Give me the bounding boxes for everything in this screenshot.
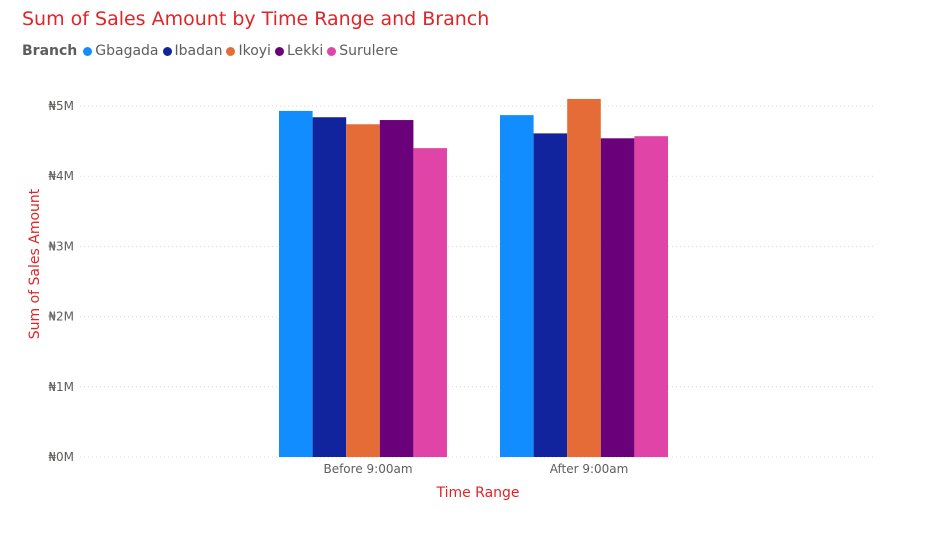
y-tick-label: ₦1M	[48, 380, 74, 394]
legend-item-lekki[interactable]: Lekki	[274, 43, 324, 59]
legend-item-ikoyi[interactable]: Ikoyi	[226, 43, 271, 59]
legend-label: Ikoyi	[238, 43, 271, 59]
x-tick-label: Before 9:00am	[323, 462, 412, 476]
y-tick-label: ₦3M	[48, 239, 74, 253]
y-tick-label: ₦2M	[48, 310, 74, 324]
legend-marker	[274, 46, 284, 56]
x-axis-title: Time Range	[435, 485, 519, 501]
bar-gbagada-after[interactable]	[500, 115, 534, 457]
legend-item-gbagada[interactable]: Gbagada	[83, 43, 159, 59]
legend-title: Branch	[22, 43, 78, 59]
y-axis-title: Sum of Sales Amount	[27, 188, 43, 339]
bar-ikoyi-before[interactable]	[346, 124, 380, 457]
bar-surulere-after[interactable]	[634, 136, 668, 457]
bar-ibadan-after[interactable]	[533, 133, 568, 458]
legend-item-surulere[interactable]: Surulere	[327, 43, 398, 59]
x-tick-label: After 9:00am	[550, 462, 629, 476]
bar-lekki-after[interactable]	[600, 138, 635, 458]
bars	[279, 98, 668, 458]
gridlines	[80, 105, 876, 458]
legend: Branch Gbagada Ibadan Ikoyi Lekki Surule…	[22, 43, 402, 59]
y-axis-ticks: ₦0M ₦1M ₦2M ₦3M ₦4M ₦5M	[48, 99, 74, 464]
x-axis-ticks: Before 9:00am After 9:00am	[323, 462, 628, 476]
y-tick-label: ₦5M	[48, 99, 74, 113]
y-tick-label: ₦4M	[48, 169, 74, 183]
legend-item-ibadan[interactable]: Ibadan	[162, 43, 223, 59]
legend-marker	[83, 46, 93, 56]
bar-gbagada-before[interactable]	[279, 110, 313, 457]
bar-ibadan-before[interactable]	[312, 117, 347, 458]
y-tick-label: ₦0M	[48, 450, 74, 464]
legend-marker	[226, 46, 236, 56]
legend-label: Lekki	[286, 43, 324, 59]
chart-title: Sum of Sales Amount by Time Range and Br…	[22, 8, 490, 30]
bar-surulere-before[interactable]	[413, 148, 447, 457]
bar-ikoyi-after[interactable]	[567, 98, 601, 457]
legend-label: Ibadan	[174, 43, 223, 59]
legend-marker	[327, 46, 337, 56]
legend-label: Surulere	[339, 43, 399, 59]
bar-lekki-before[interactable]	[379, 120, 414, 457]
legend-label: Gbagada	[95, 43, 159, 59]
legend-marker	[162, 46, 172, 56]
